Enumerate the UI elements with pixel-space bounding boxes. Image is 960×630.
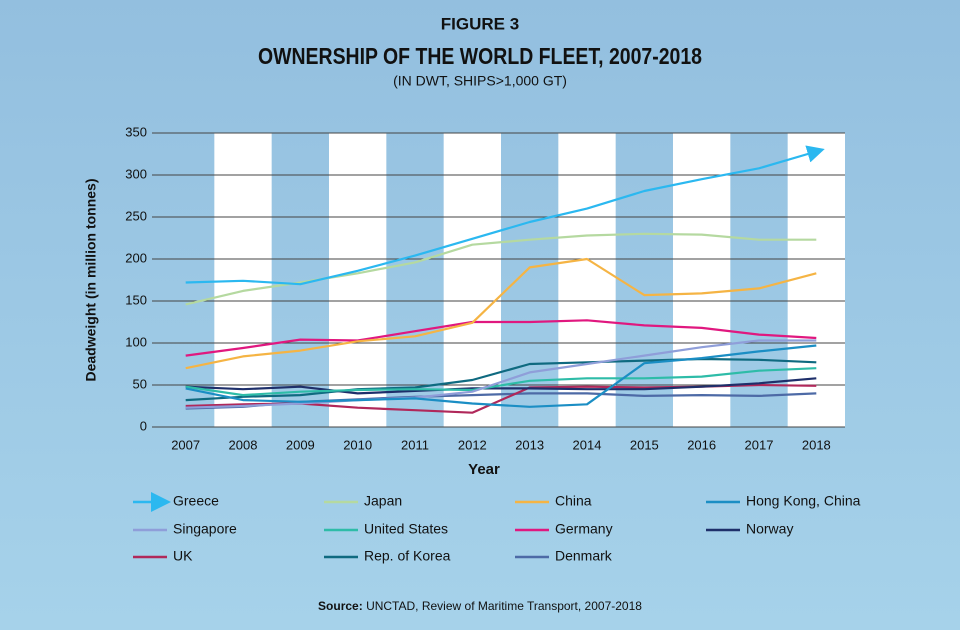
x-tick-label: 2009 <box>286 437 315 452</box>
series-line <box>185 367 817 397</box>
legend-label: Hong Kong, China <box>746 493 861 509</box>
legend-label: Greece <box>173 493 219 509</box>
legend-label: China <box>555 493 592 509</box>
source-text: UNCTAD, Review of Maritime Transport, 20… <box>366 599 642 613</box>
y-axis-label: Deadweight (in million tonnes) <box>83 179 99 382</box>
x-tick-label: 2010 <box>343 437 372 452</box>
x-tick-label: 2017 <box>745 437 774 452</box>
column-band <box>673 133 731 427</box>
legend-label: Denmark <box>555 548 613 564</box>
y-tick-label: 250 <box>125 208 147 223</box>
series-line <box>185 145 825 286</box>
legend-label: Germany <box>555 521 613 537</box>
x-tick-label: 2014 <box>573 437 602 452</box>
legend-label: Norway <box>746 521 793 537</box>
x-tick-label: 2018 <box>802 437 831 452</box>
x-tick-label: 2016 <box>687 437 716 452</box>
legend-label: Japan <box>364 493 402 509</box>
column-band <box>443 133 501 427</box>
y-tick-label: 200 <box>125 250 147 265</box>
x-tick-label: 2012 <box>458 437 487 452</box>
x-tick-label: 2013 <box>515 437 544 452</box>
series-line <box>185 357 817 402</box>
source-label: Source: <box>318 599 363 613</box>
y-tick-label: 100 <box>125 334 147 349</box>
figure-label: FIGURE 3 <box>441 14 519 33</box>
series-line <box>185 339 817 409</box>
series-line <box>185 319 817 357</box>
chart-title: OWNERSHIP OF THE WORLD FLEET, 2007-2018 <box>258 43 702 69</box>
x-tick-label: 2008 <box>229 437 258 452</box>
y-tick-label: 300 <box>125 166 147 181</box>
x-tick-label: 2015 <box>630 437 659 452</box>
source: Source: UNCTAD, Review of Maritime Trans… <box>318 599 642 613</box>
legend-label: Rep. of Korea <box>364 548 451 564</box>
legend-label: United States <box>364 521 448 537</box>
x-tick-label: 2007 <box>171 437 200 452</box>
legend-label: UK <box>173 548 193 564</box>
y-tick-label: 150 <box>125 292 147 307</box>
y-tick-label: 350 <box>125 124 147 139</box>
x-tick-label: 2011 <box>401 437 429 452</box>
series-line <box>185 377 817 395</box>
column-band <box>787 133 845 427</box>
chart-subtitle: (IN DWT, SHIPS>1,000 GT) <box>393 73 567 89</box>
column-band <box>329 133 387 427</box>
series-line <box>185 257 817 370</box>
column-band <box>558 133 616 427</box>
x-axis-label: Year <box>468 461 500 478</box>
y-tick-label: 50 <box>133 376 147 391</box>
legend-label: Singapore <box>173 521 237 537</box>
y-tick-label: 0 <box>140 418 147 433</box>
series-line <box>185 344 817 408</box>
